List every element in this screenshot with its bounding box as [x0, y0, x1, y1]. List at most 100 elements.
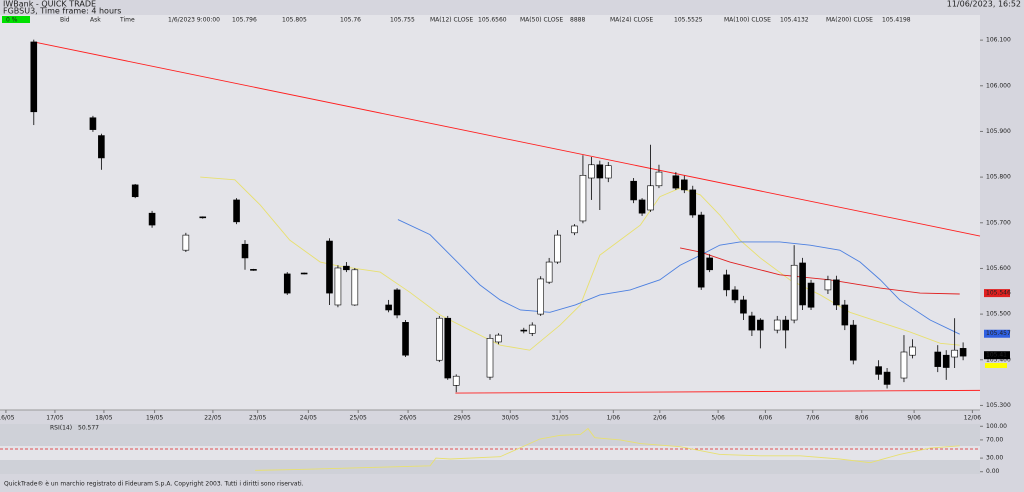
candle-body [554, 234, 561, 263]
candle-body [630, 180, 637, 201]
app-title: IWBank - QUICK TRADE [3, 0, 96, 9]
x-tick-label: 16/05 [0, 415, 15, 422]
candle-body [283, 273, 291, 294]
candle-body [841, 304, 849, 326]
candle-body [638, 199, 646, 214]
candle-body [723, 274, 730, 291]
y-tick-label: 100.00 [986, 423, 1007, 430]
candle-body [343, 265, 350, 271]
price-label: 105.41 [986, 352, 1007, 359]
candle-body [900, 351, 908, 379]
candle-body [545, 261, 553, 283]
y-tick-label: 106.000 [986, 82, 1011, 89]
x-tick-label: 19/05 [146, 415, 163, 422]
x-tick-label: 23/05 [249, 415, 266, 422]
header-item: Bid [60, 17, 70, 24]
candle-body [681, 179, 688, 191]
indicator-line [200, 176, 960, 351]
candle-body [655, 171, 663, 187]
x-tick-label: 9/06 [907, 415, 921, 422]
y-tick-label: 105.400 [986, 356, 1011, 363]
candle-body [790, 264, 798, 321]
header-item: 105.805 [282, 17, 307, 24]
candle-body [782, 319, 789, 331]
candle-body [951, 349, 958, 358]
candle-body [697, 214, 705, 288]
price-marker [985, 363, 1007, 368]
indicator-line [397, 219, 960, 335]
candle-body [520, 329, 528, 332]
candle-body [909, 346, 916, 356]
x-tick-label: 18/05 [95, 415, 112, 422]
rsi-last: 50.577 [78, 425, 99, 432]
y-tick-label: 105.600 [986, 265, 1011, 272]
header-item: Ask [90, 17, 101, 24]
candle-body [571, 225, 578, 234]
candle-body [773, 319, 781, 331]
candle-body [182, 234, 190, 251]
candle-body [131, 184, 139, 198]
candle-body [537, 278, 544, 315]
header-item: MA(100) CLOSE [724, 17, 771, 24]
y-tick-label: 70.00 [986, 436, 1003, 443]
x-tick-label: 22/05 [204, 415, 221, 422]
y-tick-label: 0.00 [986, 468, 1000, 475]
datetime: 11/06/2023, 16:52 [947, 0, 1021, 9]
candle-body [959, 348, 967, 357]
candle-body [402, 322, 409, 356]
x-tick-label: 25/05 [350, 415, 367, 422]
price-label-box [984, 351, 1010, 360]
header-item: MA(50) CLOSE [520, 17, 563, 24]
y-tick-label: 105.800 [986, 174, 1011, 181]
x-tick-label: 29/05 [453, 415, 470, 422]
candle-body [30, 41, 38, 113]
candle-body [706, 257, 713, 271]
header-item: 8888 [570, 17, 585, 24]
candle-body [849, 324, 857, 361]
symbol-line: FGBSU3, Time frame: 4 hours [3, 7, 121, 16]
candle-body [799, 262, 806, 306]
candle-body [334, 267, 342, 306]
x-tick-label: 17/05 [46, 415, 63, 422]
x-tick-label: 30/05 [502, 415, 519, 422]
candle-body [528, 324, 536, 334]
x-tick-label: 2/06 [653, 415, 667, 422]
header-item: 1/6/2023 9:00:00 [168, 17, 220, 24]
header-item: MA(200) CLOSE [826, 17, 873, 24]
candle-body [199, 216, 207, 219]
candle-body [436, 317, 443, 361]
header-item: 105.796 [232, 17, 257, 24]
x-tick-label: 12/06 [964, 415, 981, 422]
header-item: Time [119, 17, 135, 24]
indicator-line [455, 389, 981, 394]
candle-body [588, 164, 595, 179]
y-tick-label: 105.300 [986, 402, 1011, 409]
candle-body [326, 240, 333, 294]
candle-body [351, 269, 359, 306]
price-label-box [984, 289, 1010, 298]
status-box [2, 16, 30, 23]
footer: QuickTrade® è un marchio registrato di F… [4, 481, 304, 488]
candle-body [444, 317, 452, 379]
header-item: 105.6560 [478, 17, 507, 24]
candle-body [731, 289, 739, 301]
candle-body [604, 165, 612, 179]
price-label: 105.457 [986, 330, 1011, 337]
header-item: MA(24) CLOSE [610, 17, 653, 24]
candle-body [452, 375, 460, 386]
header-item: 0 % [6, 17, 18, 24]
x-tick-label: 31/05 [551, 415, 568, 422]
x-tick-label: 7/06 [806, 415, 820, 422]
header-item: MA(12) CLOSE [430, 17, 473, 24]
x-tick-label: 1/06 [607, 415, 621, 422]
x-tick-label: 6/06 [759, 415, 773, 422]
candle-body [807, 282, 815, 308]
candle-body [393, 289, 401, 316]
candle-body [495, 334, 502, 343]
header-item: 105.5525 [674, 17, 703, 24]
y-tick-label: 105.500 [986, 311, 1011, 318]
candle-body [672, 175, 680, 189]
rsi-band [0, 446, 980, 460]
candle-body [934, 351, 942, 367]
